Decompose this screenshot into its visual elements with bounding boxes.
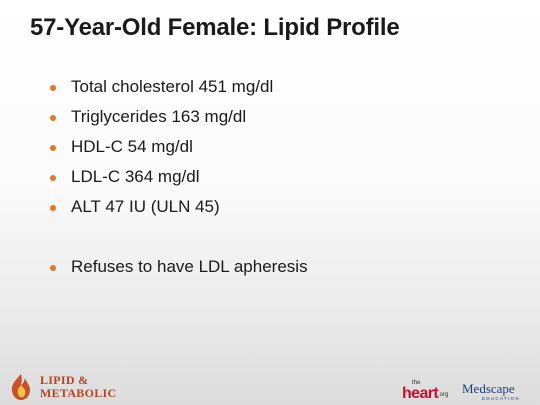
bullet-item: LDL-C 364 mg/dl [48, 162, 308, 192]
bullet-item: Triglycerides 163 mg/dl [48, 102, 308, 132]
medscape-logo-main: Medscape [462, 381, 515, 396]
theheart-logo: the heart .org [398, 380, 456, 402]
slide-title: 57-Year-Old Female: Lipid Profile [30, 14, 400, 41]
bullet-text: HDL-C 54 mg/dl [71, 137, 193, 156]
flame-logo-icon [11, 374, 30, 400]
heart-logo-the: the [412, 380, 421, 386]
bullet-item: HDL-C 54 mg/dl [48, 132, 308, 162]
bullet-dot-icon [50, 265, 56, 271]
bullet-item: ALT 47 IU (ULN 45) [48, 192, 308, 222]
bullet-text: Total cholesterol 451 mg/dl [71, 77, 274, 96]
bullet-dot-icon [50, 205, 56, 211]
lipid-metabolic-logo: LIPID & METABOLIC [6, 371, 126, 403]
bullet-item: Total cholesterol 451 mg/dl [48, 72, 308, 102]
bullet-text: Refuses to have LDL apheresis [71, 257, 308, 276]
medscape-logo-sub: EDUCATION [482, 396, 520, 401]
lipid-logo-line2: METABOLIC [40, 386, 117, 400]
lipid-metabolic-logo-text: LIPID & METABOLIC [40, 374, 117, 400]
bullet-text: Triglycerides 163 mg/dl [71, 107, 247, 126]
lipid-logo-line1: LIPID & [40, 373, 89, 387]
bullet-list: Total cholesterol 451 mg/dl Triglyceride… [48, 72, 308, 282]
bullet-text: LDL-C 364 mg/dl [71, 167, 200, 186]
heart-logo-main: heart [402, 385, 439, 402]
bullet-text: ALT 47 IU (ULN 45) [71, 197, 220, 216]
heart-logo-org: .org [438, 392, 449, 398]
bullet-item: Refuses to have LDL apheresis [48, 252, 308, 282]
bullet-dot-icon [50, 115, 56, 121]
bullet-dot-icon [50, 145, 56, 151]
bullet-dot-icon [50, 175, 56, 181]
bullet-dot-icon [50, 85, 56, 91]
medscape-logo: Medscape EDUCATION [462, 381, 536, 403]
